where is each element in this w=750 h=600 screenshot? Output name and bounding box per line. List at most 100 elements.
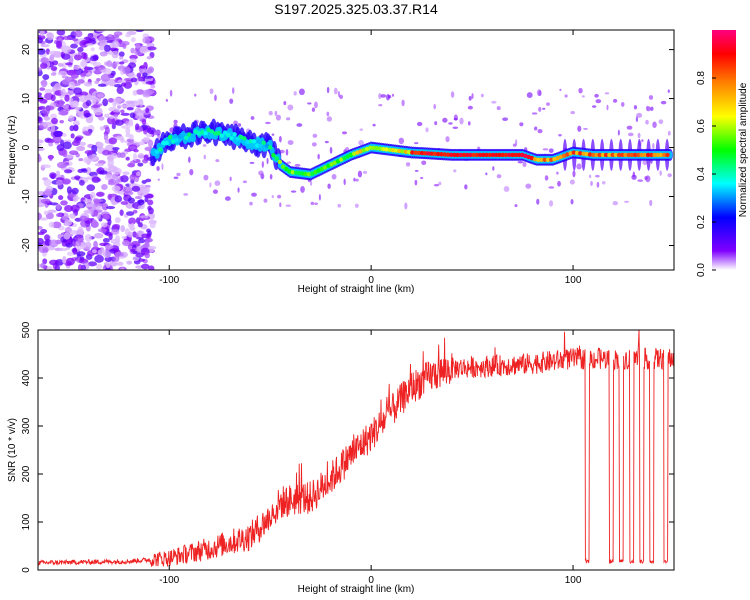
- y-tick-label: 200: [21, 465, 32, 482]
- noise-blob: [113, 84, 123, 88]
- noise-blob: [641, 139, 644, 142]
- noise-blob: [92, 62, 102, 67]
- ridge-core: [190, 133, 195, 138]
- noise-blob: [130, 77, 138, 83]
- noise-blob: [54, 264, 60, 270]
- noise-blob: [357, 170, 363, 178]
- noise-blob: [231, 87, 235, 94]
- noise-blob: [594, 93, 599, 98]
- ridge-core: [416, 150, 421, 156]
- noise-blob: [311, 142, 317, 147]
- noise-blob: [212, 189, 218, 194]
- noise-blob: [564, 94, 568, 98]
- snr-y-label: SNR (10 * v/v): [7, 418, 18, 482]
- colorbar-tick-label: 0.4: [696, 167, 707, 181]
- noise-blob: [69, 213, 76, 219]
- noise-blob: [203, 154, 206, 160]
- noise-blob: [209, 88, 214, 95]
- noise-blob: [604, 92, 610, 95]
- spectrogram-y-label: Frequency (Hz): [7, 116, 18, 185]
- noise-blob: [264, 121, 271, 125]
- ridge-core: [154, 149, 160, 154]
- noise-blob: [59, 120, 64, 124]
- noise-blob: [129, 160, 136, 165]
- noise-blob: [268, 110, 273, 116]
- noise-blob: [98, 35, 107, 44]
- noise-blob: [48, 154, 53, 161]
- noise-blob: [60, 200, 68, 206]
- noise-blob: [414, 179, 418, 186]
- noise-blob: [121, 235, 128, 240]
- noise-blob: [405, 162, 411, 167]
- noise-blob: [111, 50, 119, 59]
- noise-blob: [65, 242, 73, 248]
- noise-blob: [72, 197, 78, 202]
- x-tick-label: -100: [159, 275, 179, 286]
- noise-blob: [42, 258, 48, 265]
- noise-blob: [148, 265, 155, 270]
- noise-blob: [263, 198, 268, 203]
- noise-blob: [515, 139, 518, 146]
- ridge-core: [219, 133, 224, 138]
- noise-blob: [84, 66, 89, 74]
- noise-blob: [74, 175, 81, 180]
- noise-blob: [61, 53, 71, 60]
- ridge-core: [384, 147, 389, 152]
- noise-blob: [111, 185, 121, 192]
- noise-blob: [104, 113, 110, 118]
- noise-blob: [62, 36, 73, 41]
- noise-blob: [635, 116, 639, 123]
- noise-blob: [137, 162, 144, 167]
- ridge-core: [603, 152, 609, 158]
- noise-blob: [51, 221, 62, 229]
- noise-blob: [107, 218, 112, 226]
- noise-blob: [209, 182, 212, 188]
- noise-blob: [65, 62, 73, 66]
- noise-blob: [652, 142, 655, 150]
- noise-blob: [117, 79, 127, 84]
- noise-blob: [570, 111, 576, 115]
- noise-blob: [38, 154, 41, 162]
- ridge-core: [261, 140, 266, 145]
- noise-blob: [120, 138, 125, 143]
- noise-blob: [667, 173, 672, 178]
- noise-blob: [139, 215, 149, 219]
- noise-blob: [126, 107, 134, 111]
- noise-blob: [142, 72, 148, 77]
- noise-blob: [102, 237, 110, 243]
- noise-blob: [612, 200, 618, 206]
- noise-blob: [63, 232, 71, 240]
- noise-blob: [572, 170, 576, 178]
- ridge-core: [649, 152, 654, 158]
- noise-blob: [144, 89, 155, 95]
- noise-blob: [122, 66, 131, 75]
- noise-blob: [145, 107, 150, 113]
- noise-blob: [64, 219, 73, 227]
- noise-blob: [557, 180, 561, 187]
- noise-blob: [50, 125, 56, 132]
- noise-blob: [39, 30, 45, 37]
- noise-blob: [58, 247, 68, 252]
- noise-blob: [287, 104, 294, 111]
- y-tick-label: 400: [21, 369, 32, 386]
- noise-blob: [128, 217, 137, 225]
- noise-blob: [78, 258, 89, 264]
- noise-blob: [111, 123, 116, 130]
- x-tick-label: 0: [368, 575, 374, 586]
- noise-blob: [86, 203, 94, 208]
- noise-blob: [378, 103, 383, 107]
- noise-blob: [93, 240, 98, 249]
- noise-blob: [108, 78, 116, 87]
- noise-blob: [135, 217, 141, 224]
- ridge-core: [497, 152, 502, 158]
- noise-blob: [48, 139, 55, 144]
- noise-blob: [57, 161, 67, 169]
- noise-blob: [398, 137, 405, 145]
- noise-blob: [38, 143, 42, 147]
- noise-blob: [274, 110, 278, 116]
- noise-blob: [86, 184, 96, 192]
- noise-blob: [285, 117, 291, 121]
- noise-blob: [114, 251, 124, 257]
- ridge-core: [400, 149, 405, 154]
- noise-blob: [105, 262, 111, 269]
